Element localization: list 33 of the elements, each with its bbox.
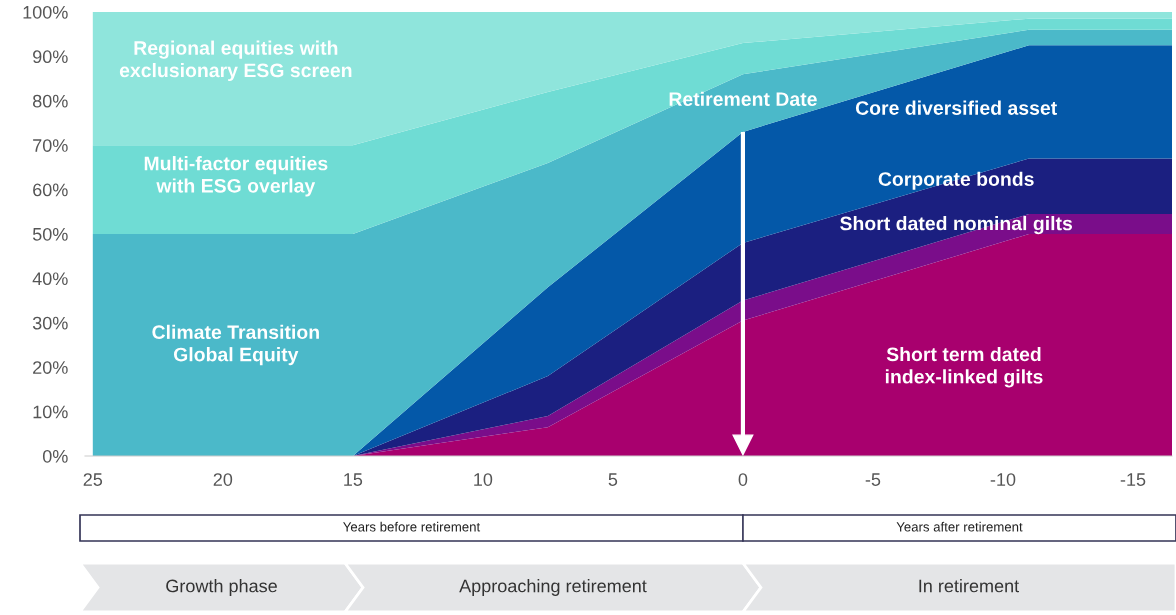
y-tick-label: 100%: [23, 5, 68, 19]
y-tick-label: 40%: [32, 272, 68, 286]
text: In retirement: [919, 579, 1020, 593]
y-tick-label: 90%: [33, 50, 68, 64]
series-label: Corporate bonds: [878, 171, 1034, 190]
x-tick-label: 15: [344, 473, 363, 486]
y-tick-label: 10%: [33, 405, 68, 419]
text: Years after retirement: [896, 521, 1023, 532]
x-tick-label: 5: [608, 473, 618, 486]
text: Growth phase: [166, 579, 277, 596]
x-tick-label: -15: [1120, 473, 1146, 486]
series-label: Core diversified asset: [855, 100, 1057, 115]
text: Approaching retirement: [459, 579, 647, 596]
series-label: Multi-factor equities with ESG overlay: [144, 156, 328, 197]
text: Years before retirement: [343, 521, 481, 532]
y-tick-label: 30%: [32, 316, 68, 330]
x-tick-label: 0: [738, 473, 748, 486]
y-tick-label: 0%: [42, 449, 68, 463]
series-label: Short dated nominal gilts: [840, 216, 1073, 235]
y-tick-label: 60%: [33, 183, 68, 197]
x-tick-label: 10: [474, 473, 493, 486]
series-label: Climate Transition Global Equity: [152, 324, 319, 366]
x-tick-label: 25: [83, 473, 103, 486]
series-label: Regional equities with exclusionary ESG screen: [119, 40, 352, 82]
y-tick-label: 80%: [32, 94, 68, 108]
x-tick-label: 20: [213, 473, 233, 486]
x-tick-label: -10: [990, 473, 1016, 486]
y-tick-label: 50%: [32, 227, 68, 241]
y-tick-label: 70%: [33, 139, 68, 152]
y-tick-label: 20%: [33, 361, 68, 374]
series-label: Short term dated index-linked gilts: [885, 346, 1043, 388]
x-tick-label: -5: [865, 473, 881, 486]
ref-line-label: Retirement Date: [669, 91, 817, 107]
